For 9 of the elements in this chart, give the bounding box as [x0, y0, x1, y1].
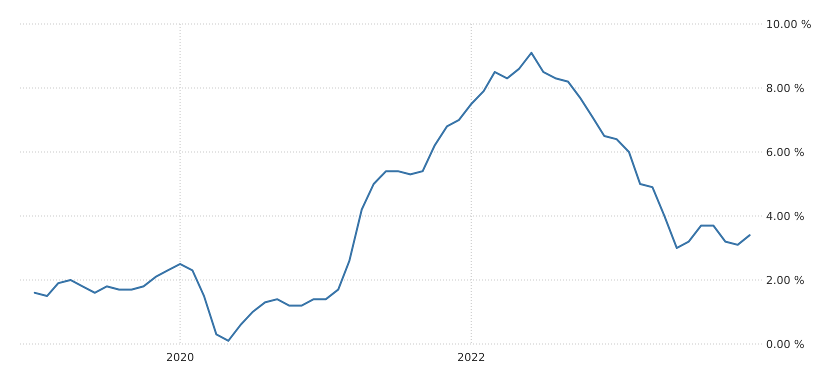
y-tick-label: 6.00 % [766, 146, 804, 159]
y-tick-label: 2.00 % [766, 274, 804, 287]
x-tick-label: 2022 [457, 351, 486, 364]
line-series [34, 52, 751, 342]
y-tick-label: 4.00 % [766, 210, 804, 223]
y-tick-label: 0.00 % [766, 338, 804, 351]
y-tick-label: 10.00 % [766, 18, 812, 31]
x-tick-label: 2020 [166, 351, 194, 364]
y-tick-label: 8.00 % [766, 82, 804, 95]
